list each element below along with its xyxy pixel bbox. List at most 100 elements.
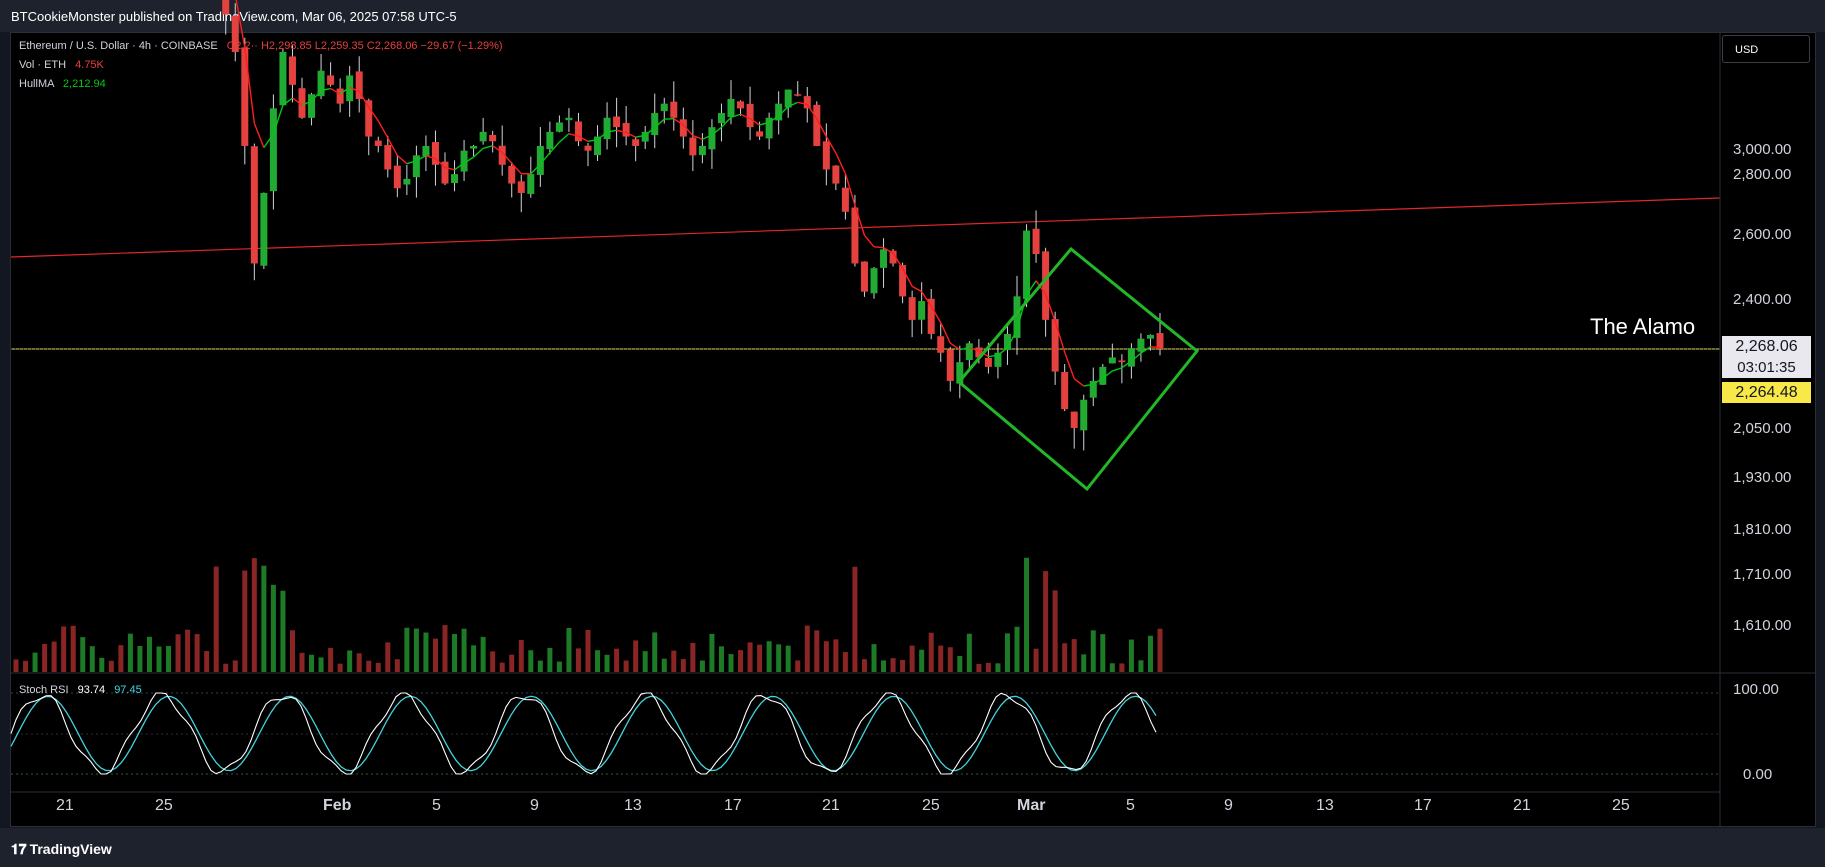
volume-bar <box>261 565 267 672</box>
last-price-tag: 2,268.06 <box>1722 336 1811 357</box>
hull-segment <box>768 115 780 124</box>
candle-body <box>794 94 802 96</box>
hull-segment <box>844 173 856 206</box>
hull-segment <box>587 138 598 143</box>
hull-segment <box>530 163 541 175</box>
stoch-scale-label: 100.00 <box>1733 681 1779 698</box>
volume-bar <box>270 584 276 672</box>
candle-body <box>489 134 497 142</box>
hull-segment <box>1130 352 1142 362</box>
volume-bar <box>318 657 324 672</box>
candle-body <box>813 104 821 146</box>
volume-bar <box>185 629 191 672</box>
price-label: 1,930.00 <box>1733 469 1792 486</box>
hull-segment <box>339 86 351 95</box>
volume-bar <box>1128 639 1134 672</box>
price-label: 2,400.00 <box>1733 291 1792 308</box>
volume-bar <box>995 663 1001 672</box>
alamo-annotation[interactable]: The Alamo <box>1590 314 1696 339</box>
candle-body <box>975 347 983 358</box>
volume-bar <box>928 632 934 672</box>
candle-body <box>632 139 640 146</box>
volume-bar <box>509 654 515 672</box>
candle-body <box>431 142 439 165</box>
candle-body <box>393 165 401 189</box>
volume-bar <box>966 633 972 672</box>
candle-body <box>698 145 706 156</box>
hull-segment <box>921 291 932 307</box>
volume-bar <box>556 661 562 672</box>
volume-bar <box>137 645 143 672</box>
candle-body <box>422 145 430 157</box>
volume-bar <box>89 646 95 672</box>
volume-bar <box>23 660 29 672</box>
chart-frame[interactable] <box>10 32 1816 827</box>
candle-body <box>346 75 354 102</box>
volume-bar <box>718 646 724 672</box>
volume-bar <box>842 652 848 672</box>
hull-segment <box>759 121 770 126</box>
hull-segment <box>606 129 617 133</box>
volume-bar <box>976 663 982 672</box>
hull-segment <box>720 116 732 128</box>
volume-bar <box>595 650 601 672</box>
x-axis-label: 25 <box>1612 797 1630 814</box>
stoch-legend[interactable]: Stoch RSI 93.74 97.45 <box>19 684 142 696</box>
volume-bar <box>852 566 858 672</box>
candle-body <box>1127 348 1135 367</box>
candle-body <box>365 100 373 137</box>
volume-bar <box>947 647 953 672</box>
volume-bar <box>671 650 677 672</box>
volume-bar <box>194 634 200 672</box>
hull-segment <box>492 145 503 154</box>
hull-segment <box>558 133 570 143</box>
hull-segment <box>1064 351 1075 379</box>
candle-body <box>1013 296 1021 338</box>
volume-bar <box>404 627 410 672</box>
hull-segment <box>682 124 694 137</box>
volume-legend[interactable]: Vol · ETH 4.75K <box>19 59 104 71</box>
volume-bar <box>480 636 486 672</box>
candle-body <box>994 352 1002 367</box>
symbol-legend[interactable]: Ethereum / U.S. Dollar · 4h · COINBASE O… <box>19 40 503 52</box>
volume-bar <box>423 632 429 672</box>
candle-body <box>937 336 945 353</box>
tradingview-logo[interactable]: 𝟏𝟕 TradingView <box>11 841 112 858</box>
candle-body <box>984 357 992 367</box>
x-axis-label: 5 <box>432 797 441 814</box>
volume-bar <box>1033 648 1039 672</box>
hull-segment <box>425 154 436 160</box>
hull-segment <box>635 134 646 138</box>
x-axis-label: 17 <box>724 797 742 814</box>
hull-segment <box>816 118 827 137</box>
candle-body <box>746 103 754 128</box>
candle-body <box>803 96 811 109</box>
hull-segment <box>1006 329 1018 349</box>
hull-legend[interactable]: HullMA 2,212.94 <box>19 78 106 90</box>
hull-segment <box>473 147 484 158</box>
hull-segment <box>959 346 970 351</box>
volume-bar <box>1090 630 1096 672</box>
x-axis-label: Feb <box>323 797 352 814</box>
volume-value: 4.75K <box>75 59 104 71</box>
hull-segment <box>1150 346 1161 349</box>
x-axis-label: 5 <box>1126 797 1135 814</box>
volume-bar <box>823 641 829 672</box>
price-label: 1,610.00 <box>1733 617 1792 634</box>
hull-segment <box>778 106 789 117</box>
hull-label: HullMA <box>19 78 54 90</box>
hull-segment <box>434 158 446 168</box>
currency-button[interactable]: USD <box>1722 35 1810 63</box>
hull-segment <box>711 126 722 136</box>
volume-bar <box>471 645 477 672</box>
candle-body <box>841 187 849 212</box>
hull-segment <box>511 162 522 175</box>
hull-segment <box>1035 280 1047 295</box>
candle-body <box>880 249 888 268</box>
hull-segment <box>301 100 312 106</box>
volume-bar <box>432 638 438 672</box>
volume-bar <box>566 627 572 672</box>
volume-bar <box>1109 663 1115 672</box>
candle-body <box>269 108 277 192</box>
